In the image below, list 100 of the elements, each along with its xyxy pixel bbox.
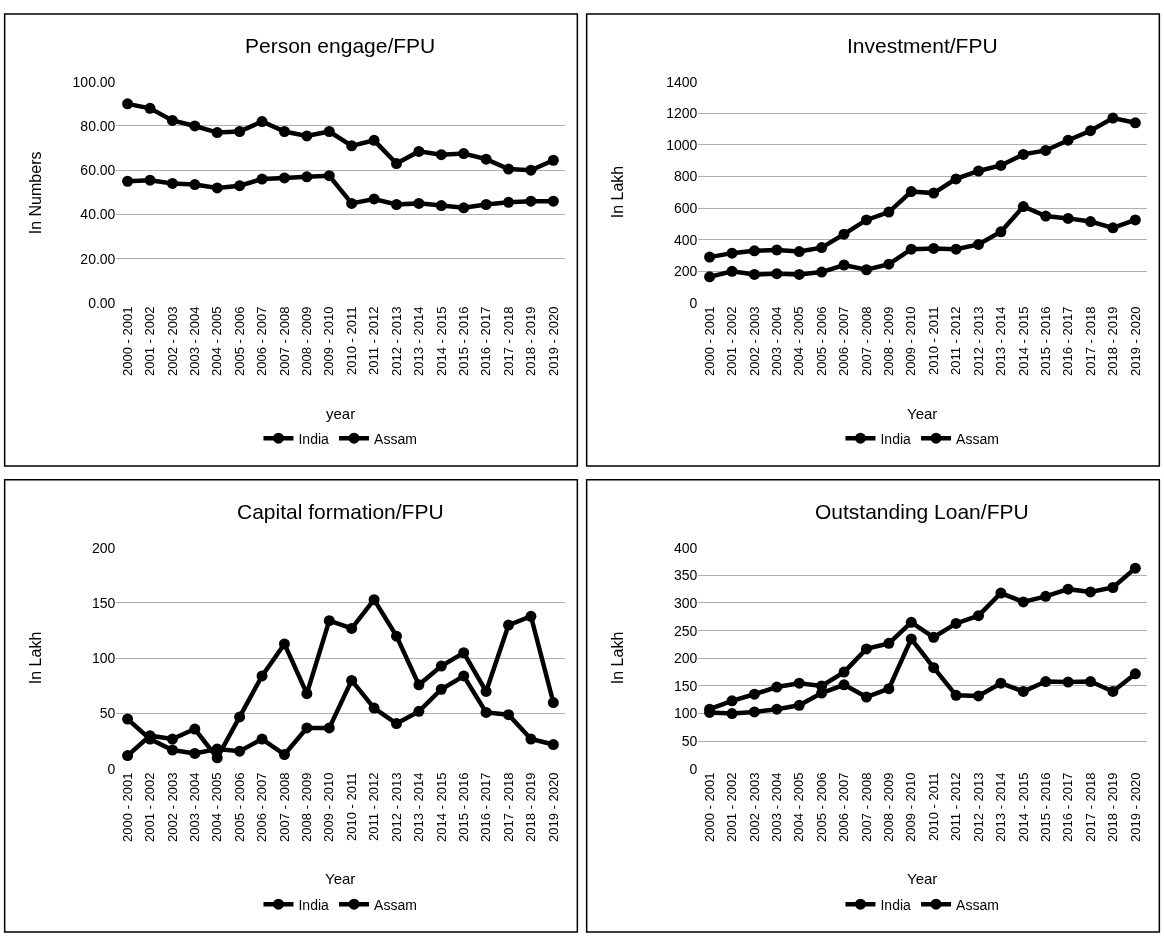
- y-tick-label: 350: [674, 567, 698, 584]
- point: [234, 711, 246, 723]
- point: [256, 116, 268, 128]
- x-tick-label: 2014 - 2015: [433, 306, 449, 376]
- x-tick-label: 2012 - 2013: [970, 772, 986, 842]
- point: [1085, 125, 1097, 137]
- x-tick-label: 2000 - 2001: [701, 772, 717, 842]
- x-tick-label: 2007 - 2008: [276, 306, 292, 376]
- x-axis-title: Year: [907, 405, 938, 422]
- x-tick-label: 2017 - 2018: [500, 772, 516, 842]
- point: [525, 610, 537, 622]
- point: [726, 265, 738, 277]
- point: [256, 670, 268, 682]
- point: [860, 264, 872, 276]
- point: [122, 98, 134, 110]
- point: [793, 246, 805, 258]
- point: [838, 259, 850, 271]
- y-tick-label: 0.00: [88, 294, 116, 311]
- point: [503, 163, 515, 175]
- x-tick-label: 2003 - 2004: [187, 306, 203, 376]
- point: [883, 637, 895, 649]
- point: [1129, 562, 1141, 574]
- point: [435, 683, 447, 695]
- point: [995, 226, 1007, 238]
- point: [905, 616, 917, 628]
- point: [1107, 222, 1119, 234]
- y-tick-label: 0: [689, 294, 698, 311]
- point: [1017, 148, 1029, 160]
- x-tick-label: 2008 - 2009: [299, 306, 315, 376]
- x-tick-label: 2008 - 2009: [881, 772, 897, 842]
- point: [278, 172, 290, 184]
- x-tick-label: 2009 - 2010: [321, 772, 337, 842]
- point: [793, 268, 805, 280]
- x-tick-label: 2006 - 2007: [254, 772, 270, 842]
- x-tick-label: 2013 - 2014: [411, 772, 427, 842]
- x-tick-label: 2019 - 2020: [1127, 306, 1143, 376]
- x-tick-label: 2012 - 2013: [388, 306, 404, 376]
- x-axis-title: Year: [325, 870, 356, 887]
- point: [883, 683, 895, 695]
- point: [301, 171, 313, 183]
- point: [323, 126, 335, 137]
- point: [1062, 583, 1074, 595]
- point: [1129, 117, 1141, 129]
- y-tick-label: 200: [674, 263, 698, 280]
- x-tick-label: 2018 - 2019: [523, 306, 539, 376]
- point: [972, 165, 984, 177]
- y-tick-label: 40.00: [80, 206, 116, 223]
- point: [503, 619, 515, 631]
- point: [346, 674, 358, 686]
- x-tick-label: 2007 - 2008: [276, 772, 292, 842]
- x-tick-label: 2011 - 2012: [948, 306, 964, 375]
- point: [972, 690, 984, 702]
- x-tick-label: 2000 - 2001: [119, 772, 135, 842]
- x-tick-label: 2004 - 2005: [791, 306, 807, 376]
- point: [413, 679, 425, 691]
- point: [166, 733, 178, 745]
- x-tick-label: 2009 - 2010: [903, 306, 919, 376]
- point: [860, 643, 872, 655]
- x-tick-label: 2002 - 2003: [746, 306, 762, 376]
- y-tick-label: 1000: [666, 136, 698, 153]
- x-tick-label: 2015 - 2016: [455, 772, 471, 842]
- x-tick-label: 2002 - 2003: [746, 772, 762, 842]
- x-tick-label: 2016 - 2017: [478, 306, 494, 376]
- x-tick-label: 2007 - 2008: [858, 306, 874, 376]
- x-tick-label: 2000 - 2001: [119, 306, 135, 376]
- point: [816, 266, 828, 278]
- point: [301, 722, 313, 734]
- chart-title: Capital formation/FPU: [237, 500, 444, 523]
- point: [413, 145, 425, 157]
- y-tick-label: 200: [674, 650, 698, 667]
- point: [1017, 201, 1029, 213]
- x-tick-label: 2018 - 2019: [1105, 772, 1121, 842]
- point: [1040, 210, 1052, 222]
- y-axis-title: In Lakh: [26, 631, 44, 685]
- point: [860, 691, 872, 703]
- point: [390, 718, 402, 730]
- point: [950, 689, 962, 701]
- point: [704, 271, 716, 283]
- x-tick-label: 2015 - 2016: [455, 306, 471, 376]
- x-tick-label: 2005 - 2006: [231, 772, 247, 842]
- x-tick-label: 2005 - 2006: [231, 306, 247, 376]
- point: [323, 170, 335, 182]
- point: [838, 666, 850, 678]
- y-tick-label: 60.00: [80, 162, 116, 179]
- y-tick-label: 200: [92, 539, 116, 556]
- point: [413, 705, 425, 717]
- legend-label: India: [298, 430, 330, 447]
- y-axis-title: In Lakh: [608, 631, 626, 685]
- point: [458, 647, 470, 659]
- point: [1040, 590, 1052, 602]
- point: [234, 180, 246, 192]
- point: [211, 182, 223, 194]
- point: [458, 148, 470, 160]
- point: [950, 243, 962, 255]
- y-tick-label: 80.00: [80, 117, 116, 134]
- point: [480, 153, 492, 165]
- x-tick-label: 2009 - 2010: [321, 306, 337, 376]
- point: [525, 733, 537, 745]
- x-tick-label: 2019 - 2020: [545, 772, 561, 842]
- x-tick-label: 2018 - 2019: [523, 772, 539, 842]
